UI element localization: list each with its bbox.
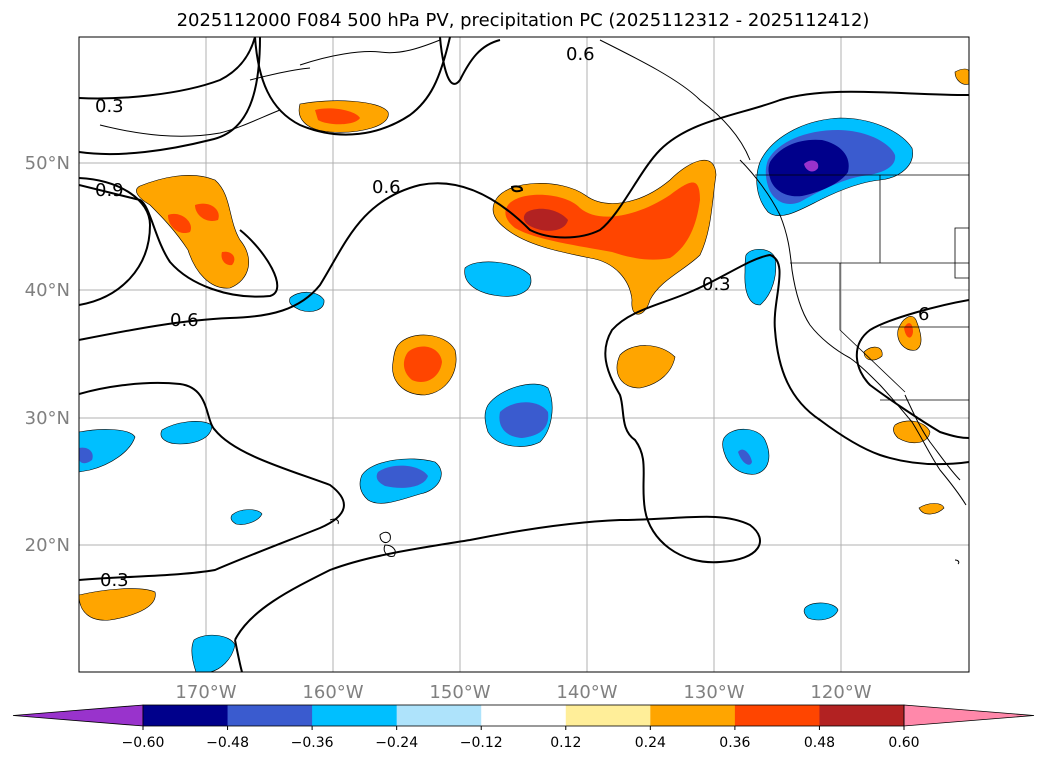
precip-negative-area	[499, 402, 549, 438]
precip-negative-area	[804, 160, 819, 172]
colorbar-outline	[142, 704, 905, 727]
colorbar-tick-label: 0.12	[550, 735, 581, 751]
latitude-labels: 50°N 40°N 30°N 20°N	[25, 153, 70, 556]
coastlines	[99, 39, 967, 565]
lon-label: 170°W	[175, 682, 236, 703]
contour-label: 0.3	[100, 570, 129, 591]
precip-positive-area	[918, 503, 945, 515]
precip-positive-area	[505, 182, 700, 260]
borders	[755, 174, 969, 401]
colorbar-segment	[312, 705, 398, 726]
precip-positive-area	[168, 213, 191, 234]
precip-positive-area	[315, 108, 360, 125]
precip-positive-area	[954, 68, 969, 85]
precip-negative-area	[803, 602, 839, 621]
contour-label: 0.9	[95, 180, 124, 201]
precip-negative-area	[464, 261, 532, 297]
colorbar-tick-label: −0.60	[122, 735, 165, 751]
colorbar-segment	[143, 705, 229, 726]
lat-label: 40°N	[25, 280, 70, 301]
colorbar-tick-labels: −0.60 −0.48 −0.36 −0.24 −0.12 0.12 0.24 0.36 0.4…	[122, 726, 920, 751]
map-title: 2025112000 F084 500 hPa PV, precipitatio…	[177, 10, 870, 31]
precip-negative-area	[191, 634, 236, 672]
precip-positive-area	[221, 251, 235, 266]
colorbar-tick-label: −0.12	[460, 735, 503, 751]
precip-negative-area	[376, 465, 428, 488]
colorbar-segment	[734, 705, 820, 726]
contour-label: 0.3	[95, 96, 124, 117]
precip-positive-area	[79, 588, 156, 621]
precip-positive-area	[616, 345, 676, 389]
precip-positive-area	[523, 208, 568, 231]
colorbar-segment	[396, 705, 482, 726]
lat-label: 50°N	[25, 153, 70, 174]
precip-negative-area	[230, 509, 263, 525]
colorbar	[12, 704, 1035, 727]
precip-negative-area	[289, 291, 325, 312]
pv-contours	[79, 37, 969, 672]
precip-negative-area	[738, 449, 752, 465]
precip-negative-area	[744, 249, 777, 306]
map-frame	[78, 36, 970, 673]
precip-negative-area	[160, 421, 213, 445]
colorbar-tick-label: 0.36	[719, 735, 750, 751]
contour-label: 0.6	[170, 310, 199, 331]
colorbar-segment	[650, 705, 736, 726]
colorbar-extend-max	[903, 704, 1035, 727]
contour-label: 0.6	[566, 44, 595, 65]
colorbar-extend-min	[12, 704, 144, 727]
colorbar-tick-label: −0.36	[291, 735, 334, 751]
contour-label: 0.6	[372, 177, 401, 198]
precipitation-anomaly-fields	[79, 68, 969, 672]
precip-negative-area	[79, 429, 136, 473]
colorbar-tick-label: 0.48	[804, 735, 835, 751]
contour-label: 0.3	[702, 274, 731, 295]
longitude-labels: 170°W 160°W 150°W 140°W 130°W 120°W	[175, 682, 871, 703]
lon-label: 150°W	[429, 682, 490, 703]
colorbar-segment	[481, 705, 567, 726]
lon-label: 160°W	[302, 682, 363, 703]
contour-label-group: 0.3 0.9 0.6 0.6 0.6 0.3 6 0.3	[95, 44, 929, 591]
colorbar-segment	[227, 705, 313, 726]
lon-label: 130°W	[683, 682, 744, 703]
colorbar-tick-label: −0.24	[375, 735, 418, 751]
precip-negative-area	[79, 447, 93, 464]
colorbar-segment	[565, 705, 651, 726]
lon-label: 140°W	[556, 682, 617, 703]
lat-label: 20°N	[25, 535, 70, 556]
precip-positive-area	[136, 175, 249, 289]
lat-label: 30°N	[25, 408, 70, 429]
colorbar-tick-label: 0.60	[888, 735, 919, 751]
colorbar-segment	[819, 705, 905, 726]
precip-positive-area	[195, 203, 219, 221]
colorbar-tick-label: −0.48	[206, 735, 249, 751]
colorbar-tick-label: 0.24	[635, 735, 666, 751]
lon-label: 120°W	[810, 682, 871, 703]
contour-label: 6	[918, 304, 929, 325]
precip-positive-area	[403, 346, 442, 382]
